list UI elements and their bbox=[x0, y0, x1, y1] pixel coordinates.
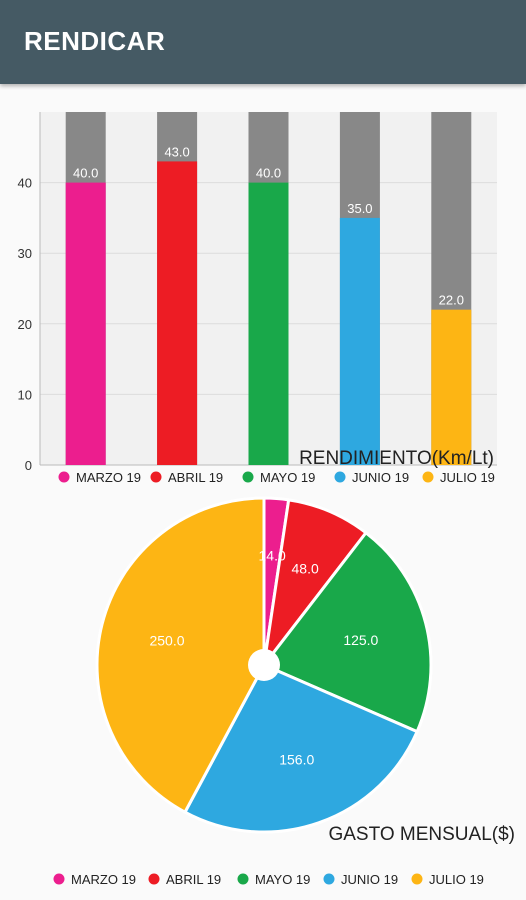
app-bar: RENDICAR bbox=[0, 0, 526, 84]
legend-label: MAYO 19 bbox=[260, 470, 315, 485]
bar-value-label: 40.0 bbox=[73, 166, 98, 181]
legend-dot bbox=[148, 873, 160, 885]
y-tick-label: 30 bbox=[18, 246, 32, 261]
legend-item: ABRIL 19 bbox=[150, 470, 223, 485]
legend-label: MARZO 19 bbox=[76, 470, 141, 485]
legend-dot bbox=[150, 471, 162, 483]
legend-dot bbox=[58, 471, 70, 483]
legend-item: JUNIO 19 bbox=[323, 872, 398, 887]
legend-item: JULIO 19 bbox=[422, 470, 495, 485]
y-tick-label: 10 bbox=[18, 387, 32, 402]
legend-dot bbox=[323, 873, 335, 885]
legend-item: JUNIO 19 bbox=[334, 470, 409, 485]
legend-dot bbox=[53, 873, 65, 885]
bar bbox=[339, 217, 380, 465]
pie-chart: 14.0 48.0 125.0 156.0 250.0 GASTO MENSUAL($) M… bbox=[53, 496, 515, 887]
bar bbox=[157, 161, 198, 466]
app-title: RENDICAR bbox=[24, 26, 166, 56]
bar-value-label: 22.0 bbox=[439, 293, 464, 308]
legend-item: ABRIL 19 bbox=[148, 872, 221, 887]
legend-dot bbox=[242, 471, 254, 483]
bar bbox=[65, 182, 106, 465]
bar-value-label: 35.0 bbox=[347, 201, 372, 216]
legend-label: JUNIO 19 bbox=[352, 470, 409, 485]
y-tick-label: 20 bbox=[18, 317, 32, 332]
pie-hole bbox=[248, 649, 280, 681]
legend-dot bbox=[411, 873, 423, 885]
legend-label: MAYO 19 bbox=[255, 872, 310, 887]
legend-item: MAYO 19 bbox=[237, 872, 310, 887]
y-tick-label: 40 bbox=[18, 176, 32, 191]
legend-label: ABRIL 19 bbox=[166, 872, 221, 887]
legend-label: ABRIL 19 bbox=[168, 470, 223, 485]
legend-label: JULIO 19 bbox=[429, 872, 484, 887]
pie-value-label: 125.0 bbox=[343, 632, 378, 648]
legend-item: MARZO 19 bbox=[53, 872, 136, 887]
legend-dot bbox=[422, 471, 434, 483]
pie-slice bbox=[95, 496, 266, 815]
bar-chart: 0 10 20 30 40 40.0 43.0 40.0 35.0 22.0 RENDIMIENTO… bbox=[18, 112, 497, 485]
legend-label: JUNIO 19 bbox=[341, 872, 398, 887]
legend-dot bbox=[334, 471, 346, 483]
legend-dot bbox=[237, 873, 249, 885]
bar bbox=[248, 182, 289, 465]
legend-item: MARZO 19 bbox=[58, 470, 141, 485]
bar-chart-title: RENDIMIENTO(Km/Lt) bbox=[299, 448, 494, 469]
bar-value-label: 43.0 bbox=[164, 144, 189, 159]
pie-value-label: 250.0 bbox=[149, 633, 184, 649]
pie-chart-title: GASTO MENSUAL($) bbox=[328, 824, 515, 845]
legend-item: JULIO 19 bbox=[411, 872, 484, 887]
legend-item: MAYO 19 bbox=[242, 470, 315, 485]
pie-value-label: 156.0 bbox=[279, 751, 314, 767]
y-tick-label: 0 bbox=[25, 458, 32, 473]
bar-value-label: 40.0 bbox=[256, 166, 281, 181]
legend-label: MARZO 19 bbox=[71, 872, 136, 887]
bar bbox=[431, 309, 472, 465]
pie-value-label: 48.0 bbox=[292, 560, 319, 576]
pie-value-label: 14.0 bbox=[259, 547, 286, 563]
legend-label: JULIO 19 bbox=[440, 470, 495, 485]
